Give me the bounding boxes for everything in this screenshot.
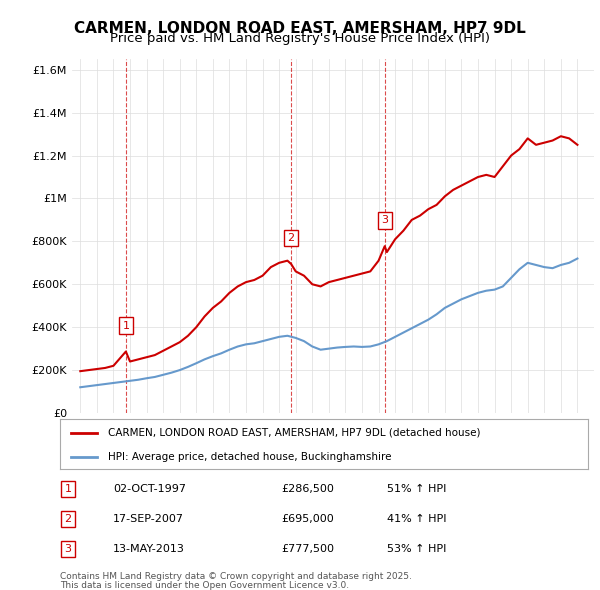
Text: 3: 3 <box>64 544 71 554</box>
Text: 2: 2 <box>287 233 295 243</box>
Text: 13-MAY-2013: 13-MAY-2013 <box>113 544 185 554</box>
Text: 53% ↑ HPI: 53% ↑ HPI <box>388 544 447 554</box>
Text: 41% ↑ HPI: 41% ↑ HPI <box>388 514 447 524</box>
Text: This data is licensed under the Open Government Licence v3.0.: This data is licensed under the Open Gov… <box>60 581 349 590</box>
Text: Contains HM Land Registry data © Crown copyright and database right 2025.: Contains HM Land Registry data © Crown c… <box>60 572 412 581</box>
Text: 2: 2 <box>64 514 71 524</box>
Text: £286,500: £286,500 <box>282 484 335 494</box>
Text: £695,000: £695,000 <box>282 514 335 524</box>
Text: 02-OCT-1997: 02-OCT-1997 <box>113 484 186 494</box>
Text: 17-SEP-2007: 17-SEP-2007 <box>113 514 184 524</box>
Text: CARMEN, LONDON ROAD EAST, AMERSHAM, HP7 9DL: CARMEN, LONDON ROAD EAST, AMERSHAM, HP7 … <box>74 21 526 35</box>
Text: 1: 1 <box>122 321 130 331</box>
Text: 51% ↑ HPI: 51% ↑ HPI <box>388 484 447 494</box>
Text: 3: 3 <box>381 215 388 225</box>
Text: £777,500: £777,500 <box>282 544 335 554</box>
Text: HPI: Average price, detached house, Buckinghamshire: HPI: Average price, detached house, Buck… <box>107 451 391 461</box>
Text: CARMEN, LONDON ROAD EAST, AMERSHAM, HP7 9DL (detached house): CARMEN, LONDON ROAD EAST, AMERSHAM, HP7 … <box>107 428 480 438</box>
Text: 1: 1 <box>64 484 71 494</box>
Text: Price paid vs. HM Land Registry's House Price Index (HPI): Price paid vs. HM Land Registry's House … <box>110 32 490 45</box>
